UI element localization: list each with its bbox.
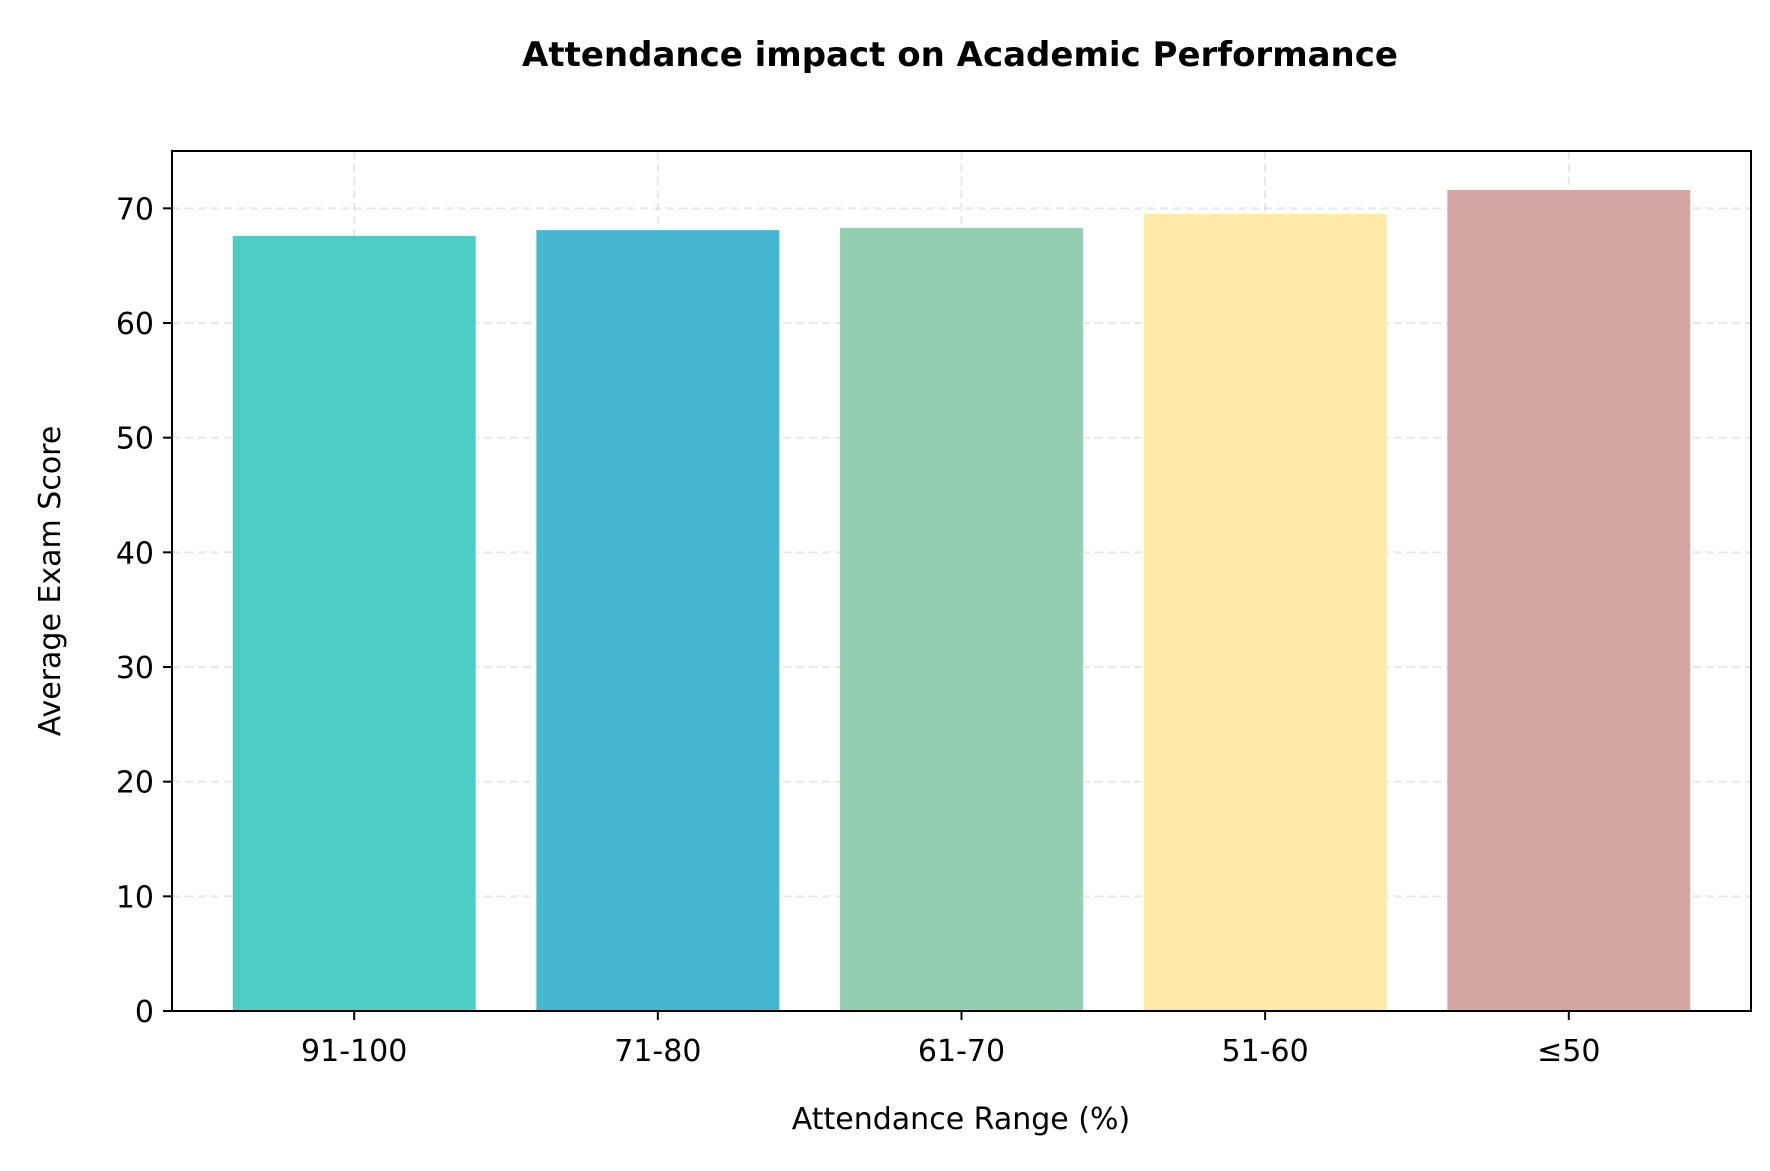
x-axis-label: Attendance Range (%): [792, 1102, 1130, 1137]
y-tick-label: 70: [116, 192, 154, 227]
bar-51-60: [1143, 214, 1387, 1012]
x-tick-label: ≤50: [1537, 1034, 1600, 1069]
y-tick-label: 30: [116, 651, 154, 686]
bar-≤50: [1447, 189, 1691, 1011]
y-tick-label: 50: [116, 422, 154, 457]
bar-91-100: [232, 235, 476, 1011]
bars: [232, 189, 1691, 1012]
x-tick-label: 51-60: [1222, 1034, 1309, 1069]
axis-ticks: 0 10 20 30 40 50 60 70 91-100 71-80 61-70 51-60 ≤50: [116, 192, 1601, 1069]
x-tick-label: 71-80: [614, 1034, 701, 1069]
y-tick-label: 10: [116, 880, 154, 915]
y-axis-label: Average Exam Score: [33, 426, 68, 737]
y-tick-label: 0: [135, 995, 154, 1030]
y-tick-label: 60: [116, 307, 154, 342]
bar-61-70: [840, 227, 1083, 1011]
bar-71-80: [536, 230, 780, 1011]
x-tick-label: 61-70: [918, 1034, 1005, 1069]
y-tick-label: 20: [116, 766, 154, 801]
y-tick-label: 40: [116, 536, 154, 571]
chart-title: Attendance impact on Academic Performanc…: [522, 35, 1398, 75]
x-tick-label: 91-100: [301, 1034, 407, 1069]
